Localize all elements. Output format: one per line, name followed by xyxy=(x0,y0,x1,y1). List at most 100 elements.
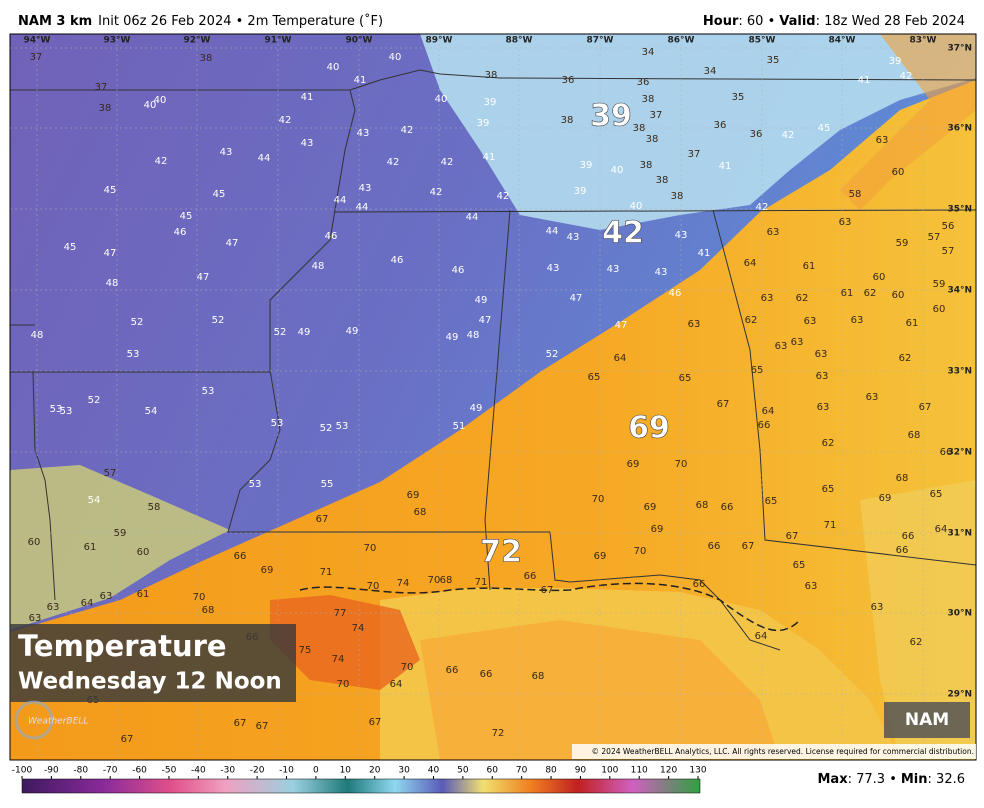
station-value: 70 xyxy=(193,592,206,603)
station-value: 66 xyxy=(480,669,493,680)
station-value: 51 xyxy=(453,421,466,432)
station-value: 70 xyxy=(367,581,380,592)
station-value: 42 xyxy=(387,157,400,168)
station-value: 40 xyxy=(144,100,157,111)
station-value: 36 xyxy=(562,75,575,86)
station-value: 40 xyxy=(630,201,643,212)
station-value: 52 xyxy=(546,349,559,360)
station-value: 43 xyxy=(301,138,314,149)
station-value: 69 xyxy=(407,490,420,501)
station-value: 42 xyxy=(279,115,292,126)
colorbar-tick-label: -70 xyxy=(103,766,118,776)
station-value: 69 xyxy=(261,565,274,576)
station-value: 64 xyxy=(614,353,627,364)
max-value: : 77.3 • xyxy=(848,772,897,787)
longitude-label: 88°W xyxy=(506,36,533,46)
station-value: 66 xyxy=(758,420,771,431)
station-value: 58 xyxy=(849,189,862,200)
station-value: 70 xyxy=(592,494,605,505)
station-value: 45 xyxy=(180,211,193,222)
station-value: 57 xyxy=(942,246,955,257)
station-value: 53 xyxy=(249,479,262,490)
header-valid: Hour: 60 • Valid: 18z Wed 28 Feb 2024 xyxy=(703,14,965,29)
longitude-label: 94°W xyxy=(24,36,51,46)
station-value: 43 xyxy=(357,128,370,139)
station-value: 69 xyxy=(594,551,607,562)
colorbar-tick-label: 100 xyxy=(601,766,618,776)
hour-label: Hour xyxy=(703,14,739,29)
station-value: 63 xyxy=(791,337,804,348)
station-value: 39 xyxy=(574,186,587,197)
station-value: 44 xyxy=(356,202,369,213)
station-value: 46 xyxy=(452,265,465,276)
station-value: 63 xyxy=(805,581,818,592)
station-value: 70 xyxy=(675,459,688,470)
station-value: 41 xyxy=(301,92,314,103)
station-value: 63 xyxy=(816,371,829,382)
station-value: 45 xyxy=(818,123,831,134)
station-value: 43 xyxy=(359,183,372,194)
station-value: 59 xyxy=(933,279,946,290)
latitude-label: 36°N xyxy=(947,124,972,134)
station-value: 40 xyxy=(611,165,624,176)
station-value: 67 xyxy=(742,541,755,552)
station-value: 42 xyxy=(782,130,795,141)
station-value: 63 xyxy=(876,135,889,146)
longitude-label: 87°W xyxy=(587,36,614,46)
logo-text: WeatherBELL xyxy=(28,717,88,727)
station-value: 36 xyxy=(637,77,650,88)
station-value: 48 xyxy=(312,261,325,272)
station-value: 63 xyxy=(804,316,817,327)
longitude-label: 90°W xyxy=(346,36,373,46)
station-value: 68 xyxy=(696,500,709,511)
station-value: 61 xyxy=(803,261,816,272)
station-value: 75 xyxy=(299,645,312,656)
state-borders xyxy=(10,69,977,651)
station-value: 74 xyxy=(352,623,365,634)
station-value: 62 xyxy=(910,637,923,648)
station-value: 65 xyxy=(793,560,806,571)
coastline xyxy=(299,582,801,632)
station-value: 37 xyxy=(650,110,663,121)
station-value: 47 xyxy=(104,248,117,259)
station-value: 42 xyxy=(497,191,510,202)
station-value: 69 xyxy=(644,502,657,513)
station-value: 74 xyxy=(397,578,410,589)
colorbar-tick-label: 60 xyxy=(487,766,499,776)
colorbar-tick-label: -80 xyxy=(73,766,88,776)
station-value: 53 xyxy=(202,386,215,397)
station-value: 60 xyxy=(873,272,886,283)
longitude-label: 89°W xyxy=(426,36,453,46)
station-value: 63 xyxy=(29,613,42,624)
station-value: 62 xyxy=(796,293,809,304)
station-value: 70 xyxy=(337,679,350,690)
station-value: 55 xyxy=(321,479,334,490)
header-subtitle: Init 06z 26 Feb 2024 • 2m Temperature (˚… xyxy=(98,13,383,29)
station-value: 39 xyxy=(484,97,497,108)
station-value: 63 xyxy=(815,349,828,360)
colorbar-tick-label: -30 xyxy=(220,766,235,776)
map-background xyxy=(10,34,977,760)
overlay-box xyxy=(10,624,296,702)
valid-value: : 18z Wed 28 Feb 2024 xyxy=(816,14,965,29)
station-value: 48 xyxy=(467,330,480,341)
station-value: 64 xyxy=(762,406,775,417)
station-value: 64 xyxy=(755,631,768,642)
colorbar xyxy=(21,778,701,794)
station-value: 61 xyxy=(906,318,919,329)
station-value: 67 xyxy=(786,531,799,542)
colorbar-tick-label: 110 xyxy=(631,766,648,776)
station-value: 60 xyxy=(892,290,905,301)
station-value: 77 xyxy=(334,608,347,619)
station-value: 44 xyxy=(466,212,479,223)
longitude-label: 85°W xyxy=(749,36,776,46)
station-value: 67 xyxy=(369,717,382,728)
station-value: 49 xyxy=(298,327,311,338)
station-value: 64 xyxy=(81,598,94,609)
overlay-subtitle: Wednesday 12 Noon xyxy=(18,669,282,695)
min-label: Min xyxy=(901,772,928,787)
station-value: 63 xyxy=(839,217,852,228)
colorbar-ticks: -100 -90 -80 -70 -60 -50 -40 -30 -20 -10 0 10 20 30 40… xyxy=(12,766,707,779)
